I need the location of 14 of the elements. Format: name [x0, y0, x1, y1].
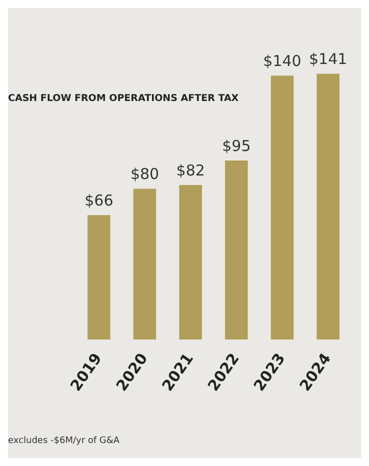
data-label: $141: [308, 50, 348, 68]
text: excludes -$6M/yr of G&A: [8, 436, 120, 446]
bar: [225, 160, 248, 340]
bar: [270, 76, 294, 340]
data-label: $80: [130, 165, 160, 184]
data-label: $140: [263, 52, 302, 70]
bar: [133, 188, 156, 340]
data-label: $82: [176, 161, 205, 180]
bar: [88, 215, 110, 340]
data-label: $95: [222, 136, 251, 155]
bar: [316, 74, 340, 340]
bar: [179, 184, 202, 340]
text: CASH FLOW FROM OPERATIONS AFTER TAX: [8, 93, 239, 104]
data-label: $66: [84, 192, 114, 210]
